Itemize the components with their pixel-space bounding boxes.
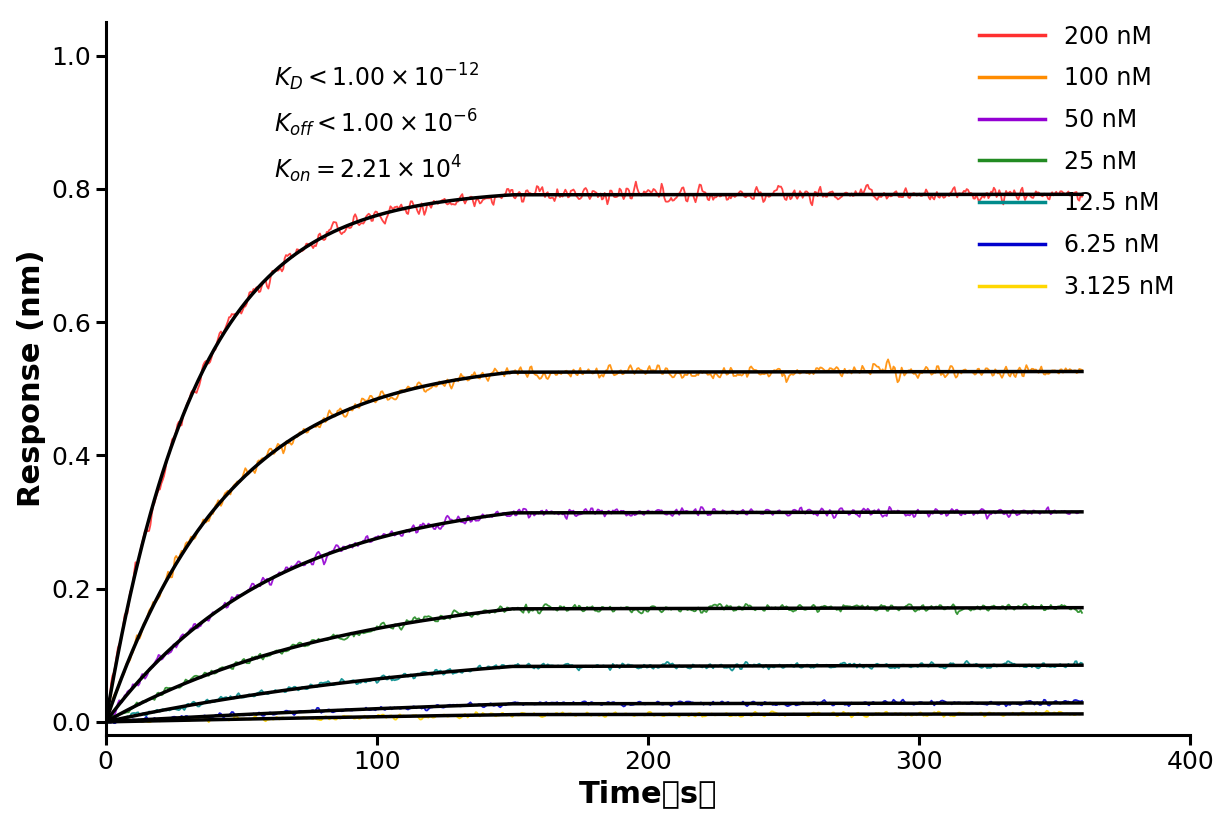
X-axis label: Time（s）: Time（s） — [579, 780, 718, 808]
Y-axis label: Response (nm): Response (nm) — [17, 250, 46, 507]
Text: $K_D<1.00\times10^{-12}$
$K_{off}<1.00\times10^{-6}$
$K_{on}=2.21\times10^{4}$: $K_D<1.00\times10^{-12}$ $K_{off}<1.00\t… — [273, 62, 479, 186]
Legend: 200 nM, 100 nM, 50 nM, 25 nM, 12.5 nM, 6.25 nM, 3.125 nM: 200 nM, 100 nM, 50 nM, 25 nM, 12.5 nM, 6… — [969, 15, 1183, 309]
